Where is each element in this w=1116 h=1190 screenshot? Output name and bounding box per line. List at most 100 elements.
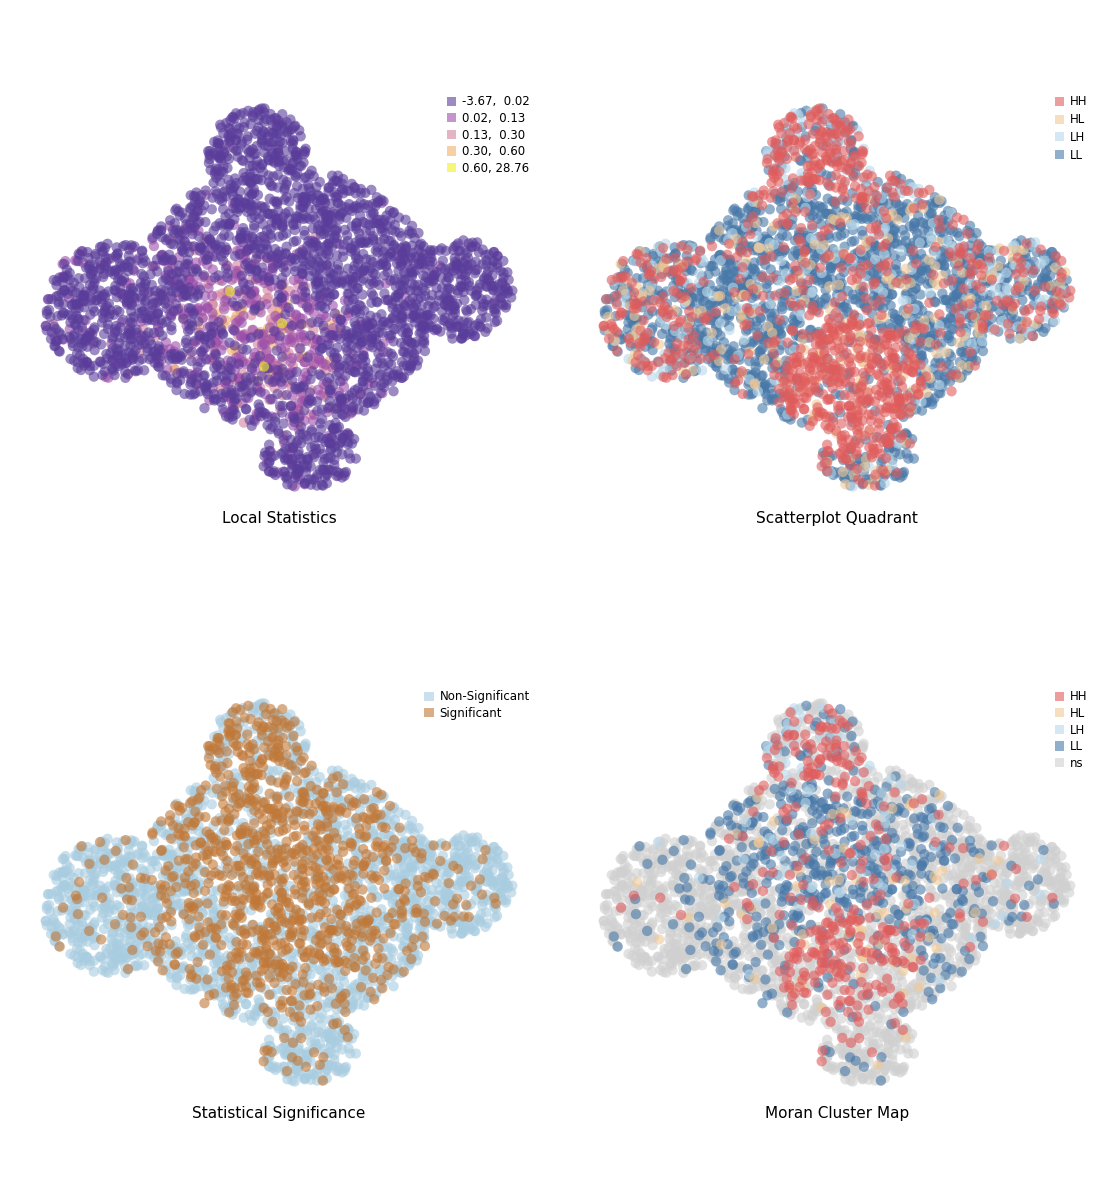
Point — [1027, 259, 1045, 278]
Point — [676, 353, 694, 372]
Point — [56, 876, 74, 895]
Point — [118, 882, 136, 901]
Point — [113, 879, 131, 898]
Point — [491, 289, 509, 308]
Point — [998, 290, 1016, 309]
Point — [859, 345, 877, 364]
Point — [731, 203, 749, 223]
Point — [191, 807, 209, 826]
Point — [374, 343, 392, 362]
Point — [776, 256, 793, 275]
Point — [863, 355, 881, 374]
Point — [1036, 265, 1054, 284]
Point — [229, 202, 247, 221]
Point — [258, 1048, 276, 1067]
Point — [346, 774, 364, 793]
Point — [330, 953, 348, 972]
Point — [285, 928, 302, 947]
Point — [889, 356, 907, 375]
Point — [365, 826, 383, 845]
Point — [383, 815, 401, 834]
Point — [204, 828, 222, 847]
Point — [875, 971, 893, 990]
Point — [483, 251, 501, 270]
Point — [282, 331, 300, 350]
Point — [830, 903, 848, 922]
Point — [836, 175, 854, 194]
Point — [894, 1059, 912, 1078]
Point — [474, 892, 492, 912]
Point — [314, 245, 331, 264]
Point — [262, 925, 280, 944]
Point — [201, 825, 219, 844]
Point — [298, 1045, 316, 1064]
Point — [105, 361, 123, 380]
Point — [294, 987, 311, 1006]
Point — [346, 876, 364, 895]
Point — [855, 1053, 873, 1072]
Point — [631, 913, 648, 932]
Point — [267, 108, 285, 127]
Point — [786, 859, 804, 878]
Point — [817, 359, 835, 378]
Point — [302, 313, 320, 332]
Point — [1002, 300, 1020, 319]
Point — [800, 791, 818, 810]
Point — [819, 944, 837, 963]
Point — [946, 300, 964, 319]
Point — [498, 280, 516, 299]
Point — [60, 263, 78, 282]
Point — [819, 913, 837, 932]
Point — [1047, 841, 1065, 860]
Point — [682, 287, 700, 306]
Point — [756, 822, 773, 841]
Point — [354, 371, 372, 390]
Point — [156, 294, 174, 313]
Point — [824, 916, 841, 935]
Point — [220, 217, 238, 236]
Point — [359, 317, 377, 336]
Point — [820, 407, 838, 426]
Point — [1024, 286, 1042, 305]
Point — [440, 863, 458, 882]
Point — [448, 851, 465, 870]
Point — [316, 387, 334, 406]
Point — [617, 879, 635, 898]
Point — [764, 754, 782, 774]
Point — [898, 790, 916, 809]
Point — [267, 256, 285, 275]
Point — [301, 345, 319, 364]
Point — [314, 475, 331, 494]
Point — [997, 884, 1014, 903]
Point — [289, 783, 307, 802]
Point — [787, 326, 805, 345]
Point — [762, 295, 780, 314]
Point — [696, 934, 714, 953]
Point — [99, 307, 117, 326]
Point — [420, 901, 437, 920]
Point — [677, 320, 695, 339]
Point — [260, 150, 278, 169]
Point — [636, 337, 654, 356]
Point — [213, 906, 231, 925]
Point — [893, 972, 911, 991]
Point — [1004, 303, 1022, 322]
Point — [841, 991, 859, 1010]
Point — [289, 741, 307, 760]
Point — [815, 230, 833, 249]
Point — [739, 810, 757, 829]
Point — [756, 250, 773, 269]
Point — [819, 784, 837, 803]
Point — [747, 790, 764, 809]
Point — [845, 1060, 863, 1079]
Point — [123, 322, 141, 342]
Point — [403, 308, 421, 327]
Point — [283, 944, 301, 963]
Point — [254, 822, 272, 841]
Point — [217, 238, 234, 257]
Point — [109, 283, 127, 302]
Point — [627, 320, 645, 339]
Point — [685, 917, 703, 937]
Point — [701, 336, 719, 355]
Point — [835, 1046, 853, 1065]
